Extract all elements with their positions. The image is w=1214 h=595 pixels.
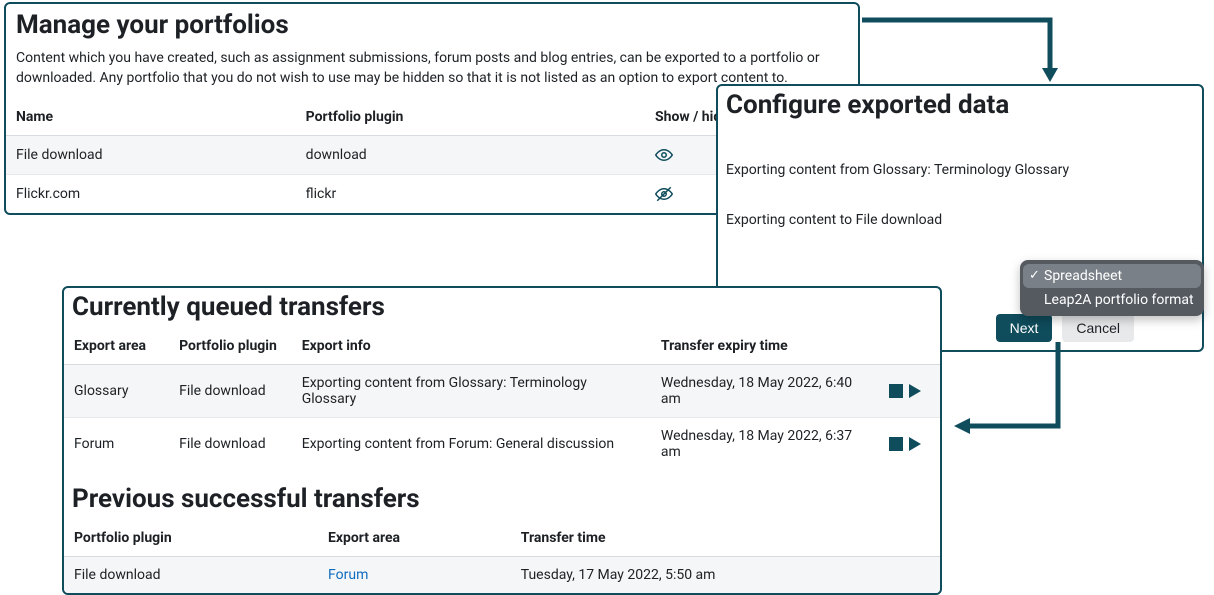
cell-plugin: File download: [64, 557, 318, 594]
col-time: Transfer time: [511, 520, 940, 557]
cell-info: Exporting content from Forum: General di…: [292, 418, 651, 471]
cell-plugin: File download: [169, 365, 292, 418]
export-to-line: Exporting content to File download: [726, 212, 1194, 228]
configure-title: Configure exported data: [726, 90, 1194, 120]
col-plugin: Portfolio plugin: [169, 328, 292, 365]
table-row: File download Forum Tuesday, 17 May 2022…: [64, 557, 940, 594]
format-option[interactable]: Leap2A portfolio format: [1020, 288, 1204, 312]
col-plugin: Portfolio plugin: [64, 520, 318, 557]
export-from-line: Exporting content from Glossary: Termino…: [726, 162, 1194, 178]
stop-icon[interactable]: [889, 384, 903, 398]
col-expiry: Transfer expiry time: [651, 328, 879, 365]
col-plugin: Portfolio plugin: [296, 99, 645, 136]
table-row: Glossary File download Exporting content…: [64, 365, 940, 418]
cell-plugin: File download: [169, 418, 292, 471]
table-row: Forum File download Exporting content fr…: [64, 418, 940, 471]
cell-time: Tuesday, 17 May 2022, 5:50 am: [511, 557, 940, 594]
eye-icon[interactable]: [655, 146, 673, 164]
eye-off-icon[interactable]: [655, 185, 673, 203]
cell-plugin: download: [296, 135, 645, 174]
format-dropdown[interactable]: Spreadsheet Leap2A portfolio format: [1020, 260, 1204, 316]
cell-info: Exporting content from Glossary: Termino…: [292, 365, 651, 418]
cell-plugin: flickr: [296, 174, 645, 213]
cell-area: Forum: [64, 418, 169, 471]
queued-title: Currently queued transfers: [72, 292, 932, 322]
stop-icon[interactable]: [889, 437, 903, 451]
col-name: Name: [6, 99, 296, 136]
format-option[interactable]: Spreadsheet: [1023, 264, 1201, 288]
manage-title: Manage your portfolios: [16, 10, 848, 40]
play-icon[interactable]: [909, 384, 921, 398]
previous-table: Portfolio plugin Export area Transfer ti…: [64, 520, 940, 593]
cell-name: Flickr.com: [6, 174, 296, 213]
cancel-button[interactable]: Cancel: [1062, 314, 1134, 342]
arrow-icon: [946, 340, 1076, 444]
previous-title: Previous successful transfers: [72, 484, 932, 514]
col-area: Export area: [318, 520, 511, 557]
play-icon[interactable]: [909, 437, 921, 451]
cell-expiry: Wednesday, 18 May 2022, 6:40 am: [651, 365, 879, 418]
col-area: Export area: [64, 328, 169, 365]
cell-area: Glossary: [64, 365, 169, 418]
queued-table: Export area Portfolio plugin Export info…: [64, 328, 940, 470]
next-button[interactable]: Next: [996, 314, 1053, 342]
col-info: Export info: [292, 328, 651, 365]
export-area-link[interactable]: Forum: [328, 567, 368, 583]
cell-name: File download: [6, 135, 296, 174]
transfers-panel: Currently queued transfers Export area P…: [62, 286, 942, 595]
arrow-icon: [860, 10, 1070, 94]
cell-expiry: Wednesday, 18 May 2022, 6:37 am: [651, 418, 879, 471]
manage-description: Content which you have created, such as …: [16, 48, 848, 89]
